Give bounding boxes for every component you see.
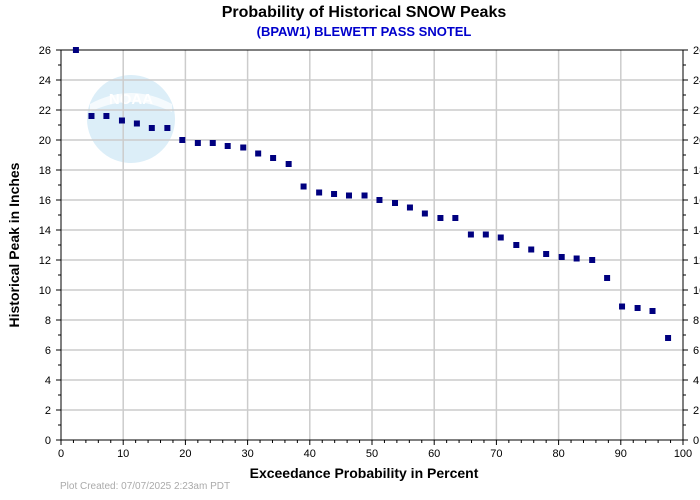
x-tick-label: 60: [428, 448, 440, 460]
noaa-logo-band: [90, 93, 172, 112]
y-tick-label-right: 14: [693, 225, 700, 237]
data-point: [179, 137, 186, 143]
data-point: [118, 117, 125, 124]
y-tick-label-right: 4: [693, 375, 699, 387]
y-tick-label-right: 8: [693, 315, 699, 327]
data-point: [209, 140, 216, 146]
y-tick-label-left: 2: [45, 405, 51, 417]
x-tick-label: 70: [490, 448, 502, 460]
data-point: [589, 257, 596, 263]
data-point: [543, 251, 550, 257]
data-point: [421, 210, 428, 217]
data-point: [528, 246, 535, 253]
data-point: [148, 125, 155, 131]
y-tick-label-right: 26: [693, 45, 700, 57]
x-tick-label: 50: [366, 448, 378, 460]
chart-subtitle: (BPAW1) BLEWETT PASS SNOTEL: [257, 24, 472, 39]
data-point: [376, 197, 383, 203]
y-tick-label-left: 8: [45, 315, 51, 327]
data-point: [649, 308, 656, 314]
grid-lines: [61, 50, 683, 440]
data-point: [72, 47, 79, 53]
data-point: [361, 192, 368, 199]
data-point: [482, 231, 489, 238]
y-tick-label-left: 4: [45, 375, 51, 387]
y-axis-label: Historical Peak in Inches: [6, 162, 22, 327]
data-points: [72, 47, 672, 341]
y-tick-label-left: 14: [39, 225, 51, 237]
data-point: [619, 303, 626, 310]
data-point: [634, 305, 641, 311]
data-point: [331, 191, 338, 197]
y-tick-label-left: 0: [45, 435, 51, 447]
y-tick-label-right: 2: [693, 405, 699, 417]
data-point: [88, 113, 95, 119]
noaa-logo-watermark: NOAA: [87, 75, 175, 163]
x-tick-label: 20: [179, 448, 191, 460]
data-point: [133, 120, 140, 127]
y-tick-label-right: 24: [693, 75, 700, 87]
y-tick-label-left: 26: [39, 45, 51, 57]
noaa-logo-text: NOAA: [109, 91, 153, 108]
data-point: [513, 242, 520, 248]
data-point: [316, 189, 323, 196]
data-point: [103, 113, 110, 119]
data-point: [604, 275, 611, 281]
data-point: [558, 254, 565, 260]
data-point: [392, 200, 399, 206]
x-tick-label: 100: [674, 448, 692, 460]
data-point: [665, 335, 672, 341]
x-tick-label: 40: [304, 448, 316, 460]
data-point: [300, 183, 307, 190]
y-tick-label-right: 10: [693, 285, 700, 297]
y-tick-label-left: 20: [39, 135, 51, 147]
y-tick-label-left: 16: [39, 195, 51, 207]
y-tick-label-right: 22: [693, 105, 700, 117]
data-point: [194, 140, 201, 146]
plot-created-footer: Plot Created: 07/07/2025 2:23am PDT: [60, 481, 230, 492]
data-point: [497, 234, 504, 241]
y-tick-label-left: 10: [39, 285, 51, 297]
x-axis-label: Exceedance Probability in Percent: [250, 465, 479, 481]
chart-title: Probability of Historical SNOW Peaks: [222, 4, 507, 21]
data-point: [406, 204, 413, 211]
data-point: [467, 231, 474, 238]
data-point: [255, 150, 262, 157]
x-tick-label: 80: [552, 448, 564, 460]
data-point: [224, 143, 231, 149]
y-tick-label-right: 18: [693, 165, 700, 177]
y-tick-label-left: 22: [39, 105, 51, 117]
y-tick-label-right: 16: [693, 195, 700, 207]
x-tick-label: 10: [117, 448, 129, 460]
y-tick-label-right: 0: [693, 435, 699, 447]
y-tick-label-left: 24: [39, 75, 51, 87]
data-point: [452, 215, 459, 221]
data-point: [437, 215, 444, 221]
data-point: [164, 125, 171, 131]
data-point: [285, 161, 292, 167]
data-point: [345, 192, 352, 199]
y-tick-label-left: 12: [39, 255, 51, 267]
x-tick-label: 0: [58, 448, 64, 460]
y-tick-label-left: 18: [39, 165, 51, 177]
x-tick-label: 90: [615, 448, 627, 460]
data-point: [270, 155, 277, 161]
noaa-logo-circle: [87, 75, 175, 163]
y-tick-label-right: 20: [693, 135, 700, 147]
y-tick-label-left: 6: [45, 345, 51, 357]
data-point: [240, 144, 247, 151]
axis-ticks: [56, 49, 688, 445]
data-point: [573, 255, 580, 262]
y-tick-label-right: 12: [693, 255, 700, 267]
y-tick-label-right: 6: [693, 345, 699, 357]
x-tick-labels: 0 10 20 30 40 50 60 70 80 90 100: [58, 448, 692, 460]
x-tick-label: 30: [241, 448, 253, 460]
